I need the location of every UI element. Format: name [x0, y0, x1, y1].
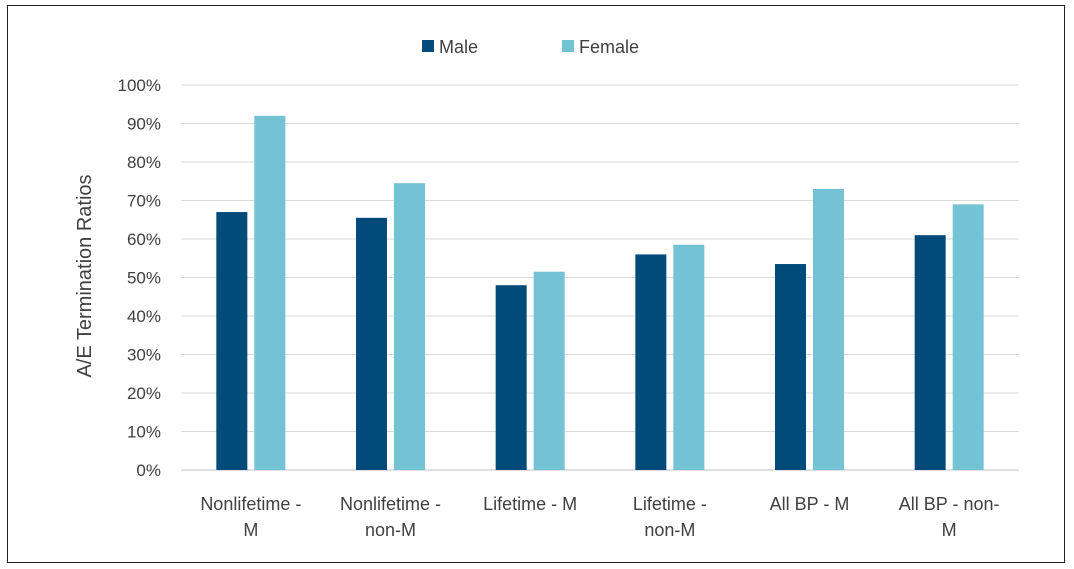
- x-tick-label: All BP - non- M: [899, 494, 1000, 540]
- legend-label-male: Male: [439, 37, 478, 57]
- y-tick-label: 40%: [127, 307, 161, 326]
- x-tick-label-line: All BP - M: [770, 494, 850, 514]
- x-tick-label-line: Lifetime -: [633, 494, 707, 514]
- x-tick-label: Lifetime - M: [483, 494, 577, 514]
- x-tick-label-line: Nonlifetime -: [200, 494, 301, 514]
- x-tick-label-line: M: [243, 520, 258, 540]
- legend-label-female: Female: [579, 37, 639, 57]
- y-tick-label: 80%: [127, 153, 161, 172]
- x-tick-label-line: M: [942, 520, 957, 540]
- gridlines: [181, 84, 1019, 471]
- y-axis-label: A/E Termination Ratios: [74, 174, 96, 377]
- bar-male: [635, 254, 667, 470]
- bar-male: [216, 212, 248, 471]
- x-tick-label-line: Lifetime - M: [483, 494, 577, 514]
- x-tick-label-line: All BP - non-: [899, 494, 1000, 514]
- legend-swatch-female: [562, 40, 574, 52]
- x-tick-label: Nonlifetime - M: [200, 494, 301, 540]
- x-tick-label: All BP - M: [770, 494, 850, 514]
- bar-chart: 0% 10% 20% 30% 40% 50% 60% 70% 80% 90% 100% A/E Te…: [74, 37, 1019, 540]
- y-tick-label: 70%: [127, 192, 161, 211]
- x-tick-label-line: Nonlifetime -: [340, 494, 441, 514]
- y-tick-label: 10%: [127, 423, 161, 442]
- x-tick-label: Lifetime - non-M: [633, 494, 707, 540]
- bar-female: [394, 183, 425, 471]
- bar-female: [533, 271, 565, 470]
- y-tick-label: 100%: [118, 76, 161, 95]
- bar-female: [813, 188, 844, 470]
- bar-female: [673, 244, 705, 470]
- y-tick-label: 90%: [127, 115, 161, 134]
- bar-male: [495, 285, 527, 470]
- bar-female: [952, 204, 984, 470]
- legend: Male Female: [422, 37, 639, 57]
- chart-frame: 0% 10% 20% 30% 40% 50% 60% 70% 80% 90% 100% A/E Te…: [7, 5, 1065, 563]
- x-tick-label-line: non-M: [365, 520, 416, 540]
- y-tick-label: 60%: [127, 230, 161, 249]
- x-tick-label: Nonlifetime - non-M: [340, 494, 441, 540]
- y-tick-label: 30%: [127, 346, 161, 365]
- bar-male: [356, 217, 387, 470]
- bar-female: [254, 115, 286, 471]
- x-tick-label-line: non-M: [644, 520, 695, 540]
- legend-swatch-male: [422, 40, 434, 52]
- y-tick-label: 20%: [127, 384, 161, 403]
- y-tick-label: 0%: [136, 461, 161, 480]
- bars: [216, 115, 984, 471]
- y-axis: 0% 10% 20% 30% 40% 50% 60% 70% 80% 90% 100%: [118, 76, 161, 480]
- y-tick-label: 50%: [127, 269, 161, 288]
- bar-male: [914, 235, 946, 470]
- bar-male: [775, 264, 806, 470]
